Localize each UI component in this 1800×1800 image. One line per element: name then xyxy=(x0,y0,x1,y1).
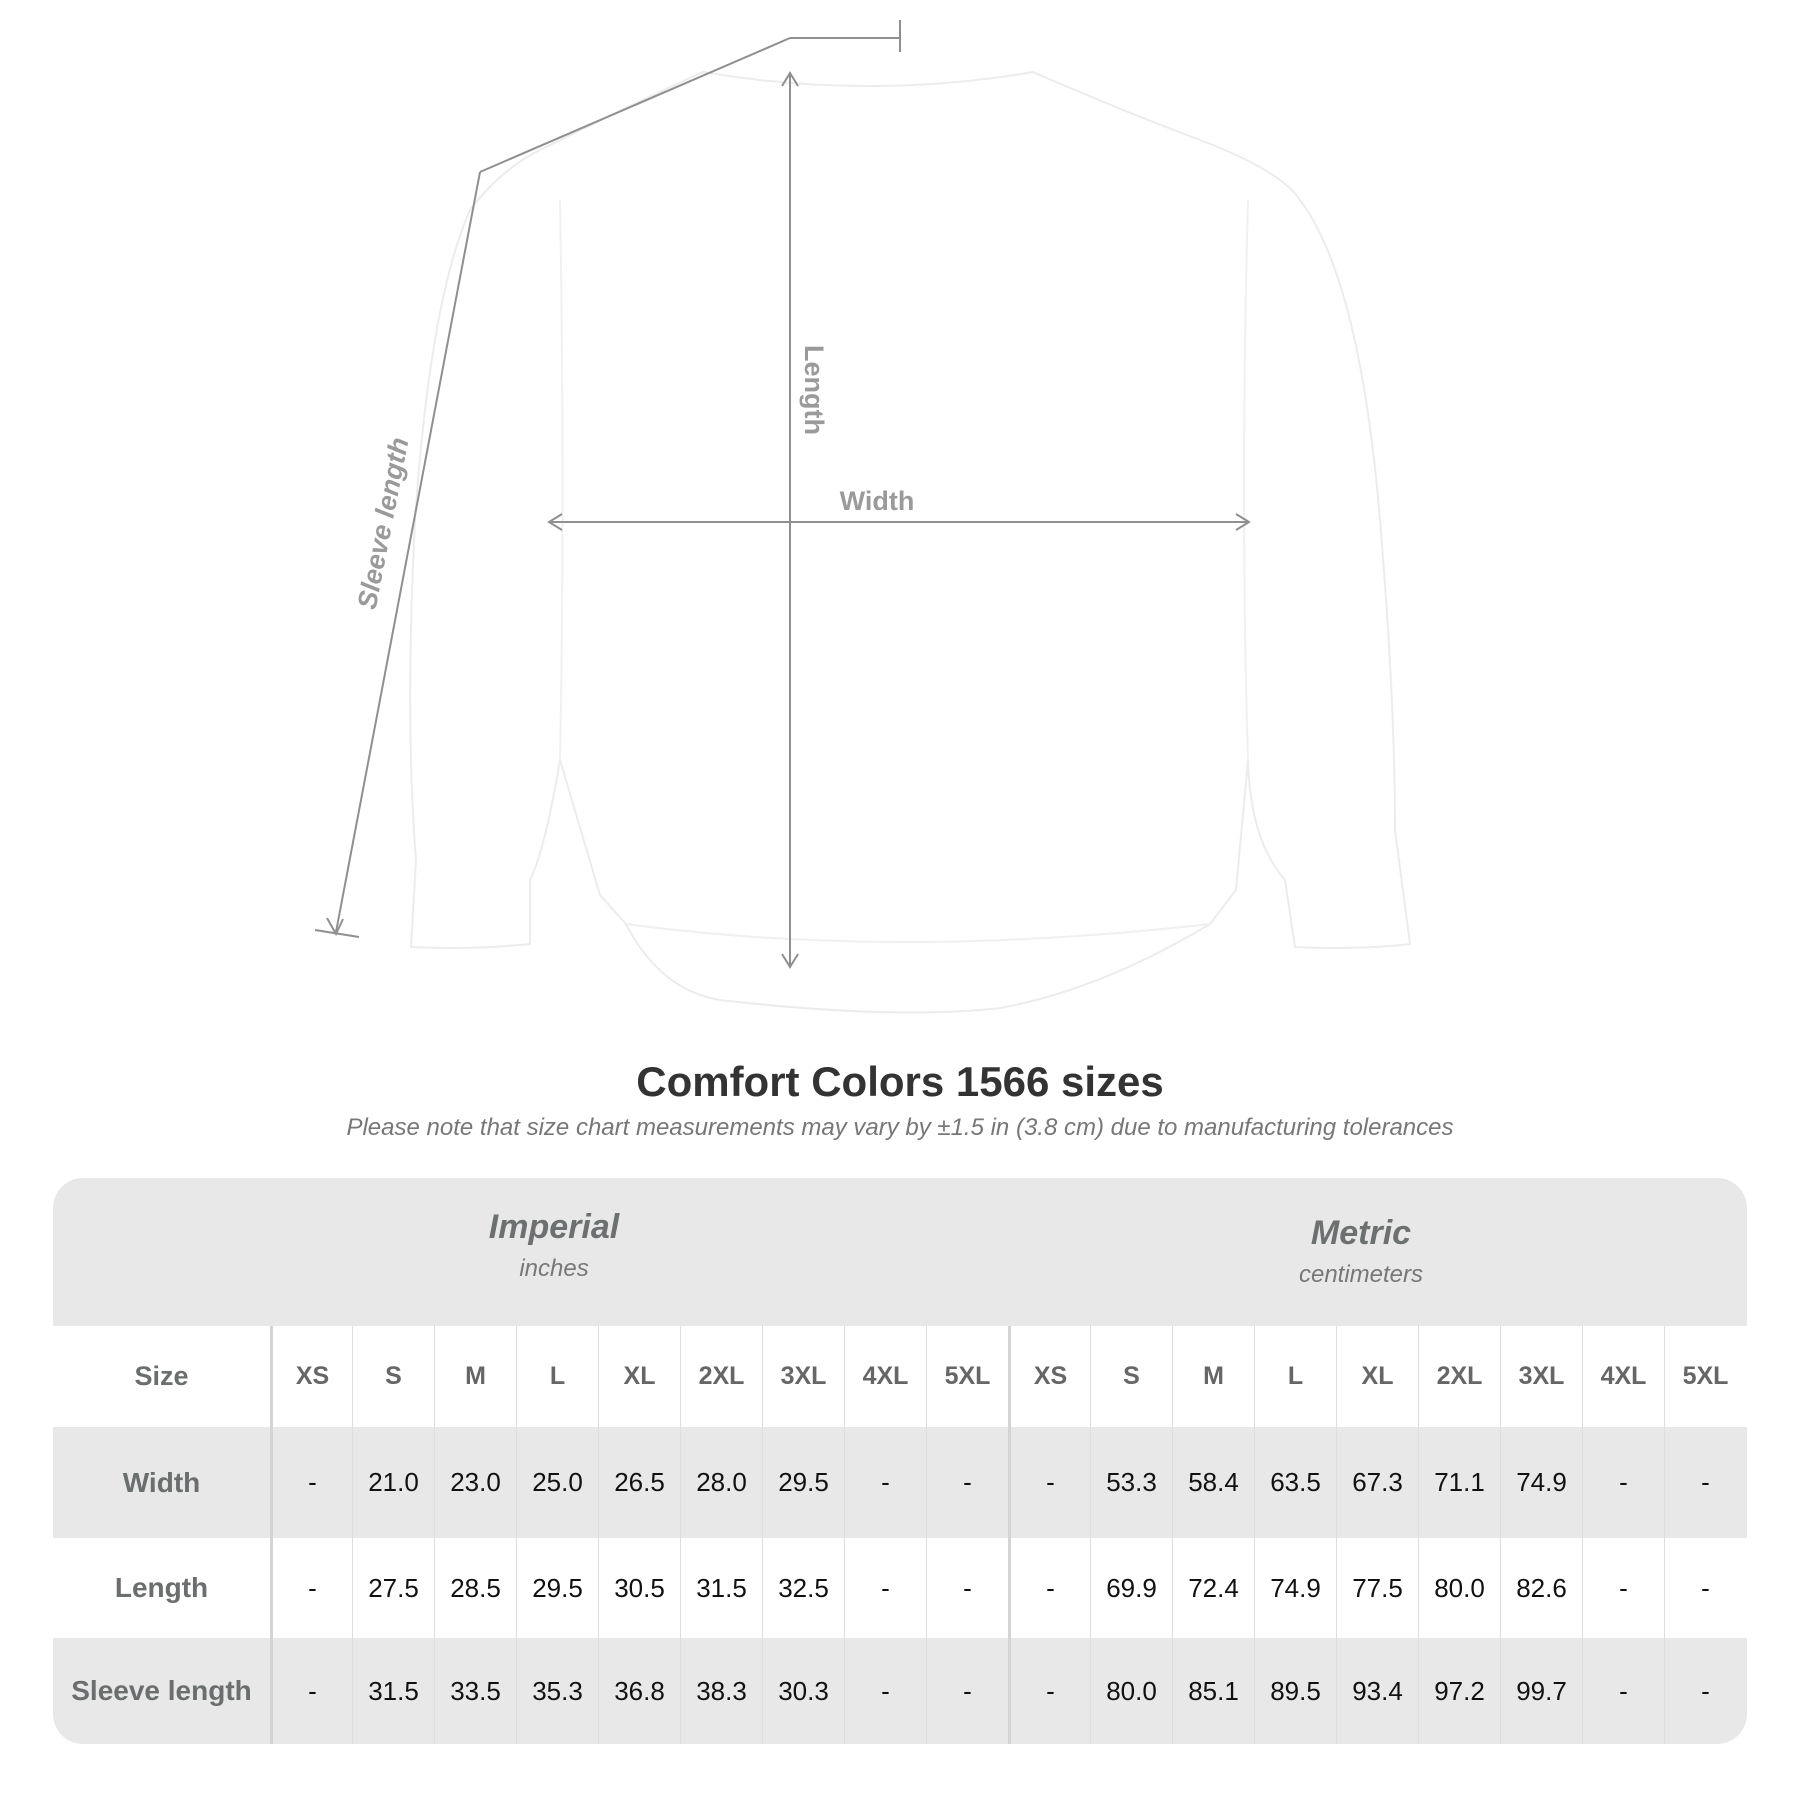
imperial-value-cell: 30.5 xyxy=(598,1538,680,1638)
row-label: Length xyxy=(114,1572,209,1603)
imperial-header: Imperial inches xyxy=(254,1208,854,1283)
imperial-value-cell: - xyxy=(926,1638,1008,1744)
metric-size-header: S xyxy=(1090,1326,1172,1427)
page-title: Comfort Colors 1566 sizes xyxy=(636,1058,1164,1105)
imperial-size-header: 4XL xyxy=(844,1326,926,1427)
metric-value-cell: 69.9 xyxy=(1090,1538,1172,1638)
imperial-value-cell: - xyxy=(844,1427,926,1538)
imperial-value-cell: - xyxy=(926,1427,1008,1538)
imperial-value-cell: 25.0 xyxy=(516,1427,598,1538)
metric-value-cell: 67.3 xyxy=(1336,1427,1418,1538)
imperial-value-cell: 27.5 xyxy=(352,1538,434,1638)
metric-value-cell: 97.2 xyxy=(1418,1638,1500,1744)
metric-value-cell: - xyxy=(1008,1538,1090,1638)
width-label: Width xyxy=(840,486,915,516)
metric-value-cell: 74.9 xyxy=(1254,1538,1336,1638)
metric-size-header: 5XL xyxy=(1664,1326,1746,1427)
metric-title: Metric xyxy=(1310,1214,1412,1252)
sleeve-length-label: Sleeve length xyxy=(352,435,415,612)
metric-value-cell: 74.9 xyxy=(1500,1427,1582,1538)
metric-value-cell: 71.1 xyxy=(1418,1427,1500,1538)
imperial-size-header: XS xyxy=(270,1326,352,1427)
size-table: Imperial inches Metric centimeters Size X… xyxy=(53,1178,1747,1744)
metric-unit: centimeters xyxy=(1298,1261,1424,1288)
imperial-unit: inches xyxy=(519,1255,589,1282)
metric-size-header: 2XL xyxy=(1418,1326,1500,1427)
imperial-title: Imperial xyxy=(488,1208,620,1246)
imperial-value-cell: 38.3 xyxy=(680,1638,762,1744)
metric-value-cell: - xyxy=(1664,1538,1746,1638)
length-label: Length xyxy=(799,345,829,435)
imperial-value-cell: 31.5 xyxy=(680,1538,762,1638)
tolerance-note: Please note that size chart measurements… xyxy=(346,1114,1454,1141)
metric-value-cell: 85.1 xyxy=(1172,1638,1254,1744)
imperial-value-cell: 30.3 xyxy=(762,1638,844,1744)
table-row: Width -21.0 23.0 25.0 26.5 28.0 29.5- - -53.3 58.… xyxy=(53,1427,1747,1538)
metric-value-cell: 77.5 xyxy=(1336,1538,1418,1638)
metric-value-cell: 63.5 xyxy=(1254,1427,1336,1538)
imperial-size-header: 2XL xyxy=(680,1326,762,1427)
imperial-value-cell: 33.5 xyxy=(434,1638,516,1744)
imperial-value-cell: - xyxy=(844,1538,926,1638)
imperial-value-cell: - xyxy=(926,1538,1008,1638)
metric-value-cell: 82.6 xyxy=(1500,1538,1582,1638)
sweater-diagram: Length Width Sleeve length xyxy=(314,20,1412,1014)
imperial-size-header: 3XL xyxy=(762,1326,844,1427)
metric-value-cell: - xyxy=(1008,1427,1090,1538)
table-row: Sleeve length -31.5 33.5 35.3 36.8 38.3 30.3- -… xyxy=(53,1638,1747,1744)
metric-value-cell: - xyxy=(1008,1638,1090,1744)
metric-value-cell: 80.0 xyxy=(1418,1538,1500,1638)
metric-value-cell: 93.4 xyxy=(1336,1638,1418,1744)
imperial-value-cell: 29.5 xyxy=(516,1538,598,1638)
metric-size-header: L xyxy=(1254,1326,1336,1427)
imperial-value-cell: 35.3 xyxy=(516,1638,598,1744)
metric-size-header: XS xyxy=(1008,1326,1090,1427)
imperial-value-cell: 29.5 xyxy=(762,1427,844,1538)
metric-header: Metric centimeters xyxy=(1061,1214,1661,1289)
metric-value-cell: - xyxy=(1582,1427,1664,1538)
imperial-value-cell: 28.5 xyxy=(434,1538,516,1638)
metric-value-cell: 99.7 xyxy=(1500,1638,1582,1744)
sweater-illustration xyxy=(409,70,1412,1014)
metric-value-cell: 80.0 xyxy=(1090,1638,1172,1744)
imperial-value-cell: 36.8 xyxy=(598,1638,680,1744)
imperial-size-header: M xyxy=(434,1326,516,1427)
metric-value-cell: - xyxy=(1664,1638,1746,1744)
size-column-header: Size xyxy=(134,1361,189,1391)
row-label: Sleeve length xyxy=(71,1675,252,1706)
table-row: Length -27.5 28.5 29.5 30.5 31.5 32.5- - -69.9 72… xyxy=(53,1538,1747,1638)
imperial-value-cell: 21.0 xyxy=(352,1427,434,1538)
metric-value-cell: 72.4 xyxy=(1172,1538,1254,1638)
imperial-value-cell: - xyxy=(270,1538,352,1638)
metric-size-header: 3XL xyxy=(1500,1326,1582,1427)
metric-size-header: 4XL xyxy=(1582,1326,1664,1427)
imperial-value-cell: 28.0 xyxy=(680,1427,762,1538)
sleeve-measure-line xyxy=(335,171,481,933)
imperial-value-cell: - xyxy=(270,1427,352,1538)
imperial-size-header: 5XL xyxy=(926,1326,1008,1427)
metric-value-cell: - xyxy=(1664,1427,1746,1538)
row-label: Width xyxy=(122,1466,201,1498)
imperial-value-cell: - xyxy=(270,1638,352,1744)
imperial-size-header: L xyxy=(516,1326,598,1427)
size-header-row: Size XS S M L XL 2XL 3XL 4XL 5XL XS S M L XL 2XL 3XL 4XL 5… xyxy=(53,1326,1747,1427)
metric-value-cell: - xyxy=(1582,1538,1664,1638)
metric-size-header: XL xyxy=(1336,1326,1418,1427)
imperial-value-cell: 23.0 xyxy=(434,1427,516,1538)
metric-size-header: M xyxy=(1172,1326,1254,1427)
imperial-value-cell: - xyxy=(844,1638,926,1744)
imperial-value-cell: 31.5 xyxy=(352,1638,434,1744)
imperial-size-header: XL xyxy=(598,1326,680,1427)
imperial-value-cell: 26.5 xyxy=(598,1427,680,1538)
metric-value-cell: - xyxy=(1582,1638,1664,1744)
metric-value-cell: 53.3 xyxy=(1090,1427,1172,1538)
metric-value-cell: 58.4 xyxy=(1172,1427,1254,1538)
metric-value-cell: 89.5 xyxy=(1254,1638,1336,1744)
imperial-value-cell: 32.5 xyxy=(762,1538,844,1638)
imperial-size-header: S xyxy=(352,1326,434,1427)
